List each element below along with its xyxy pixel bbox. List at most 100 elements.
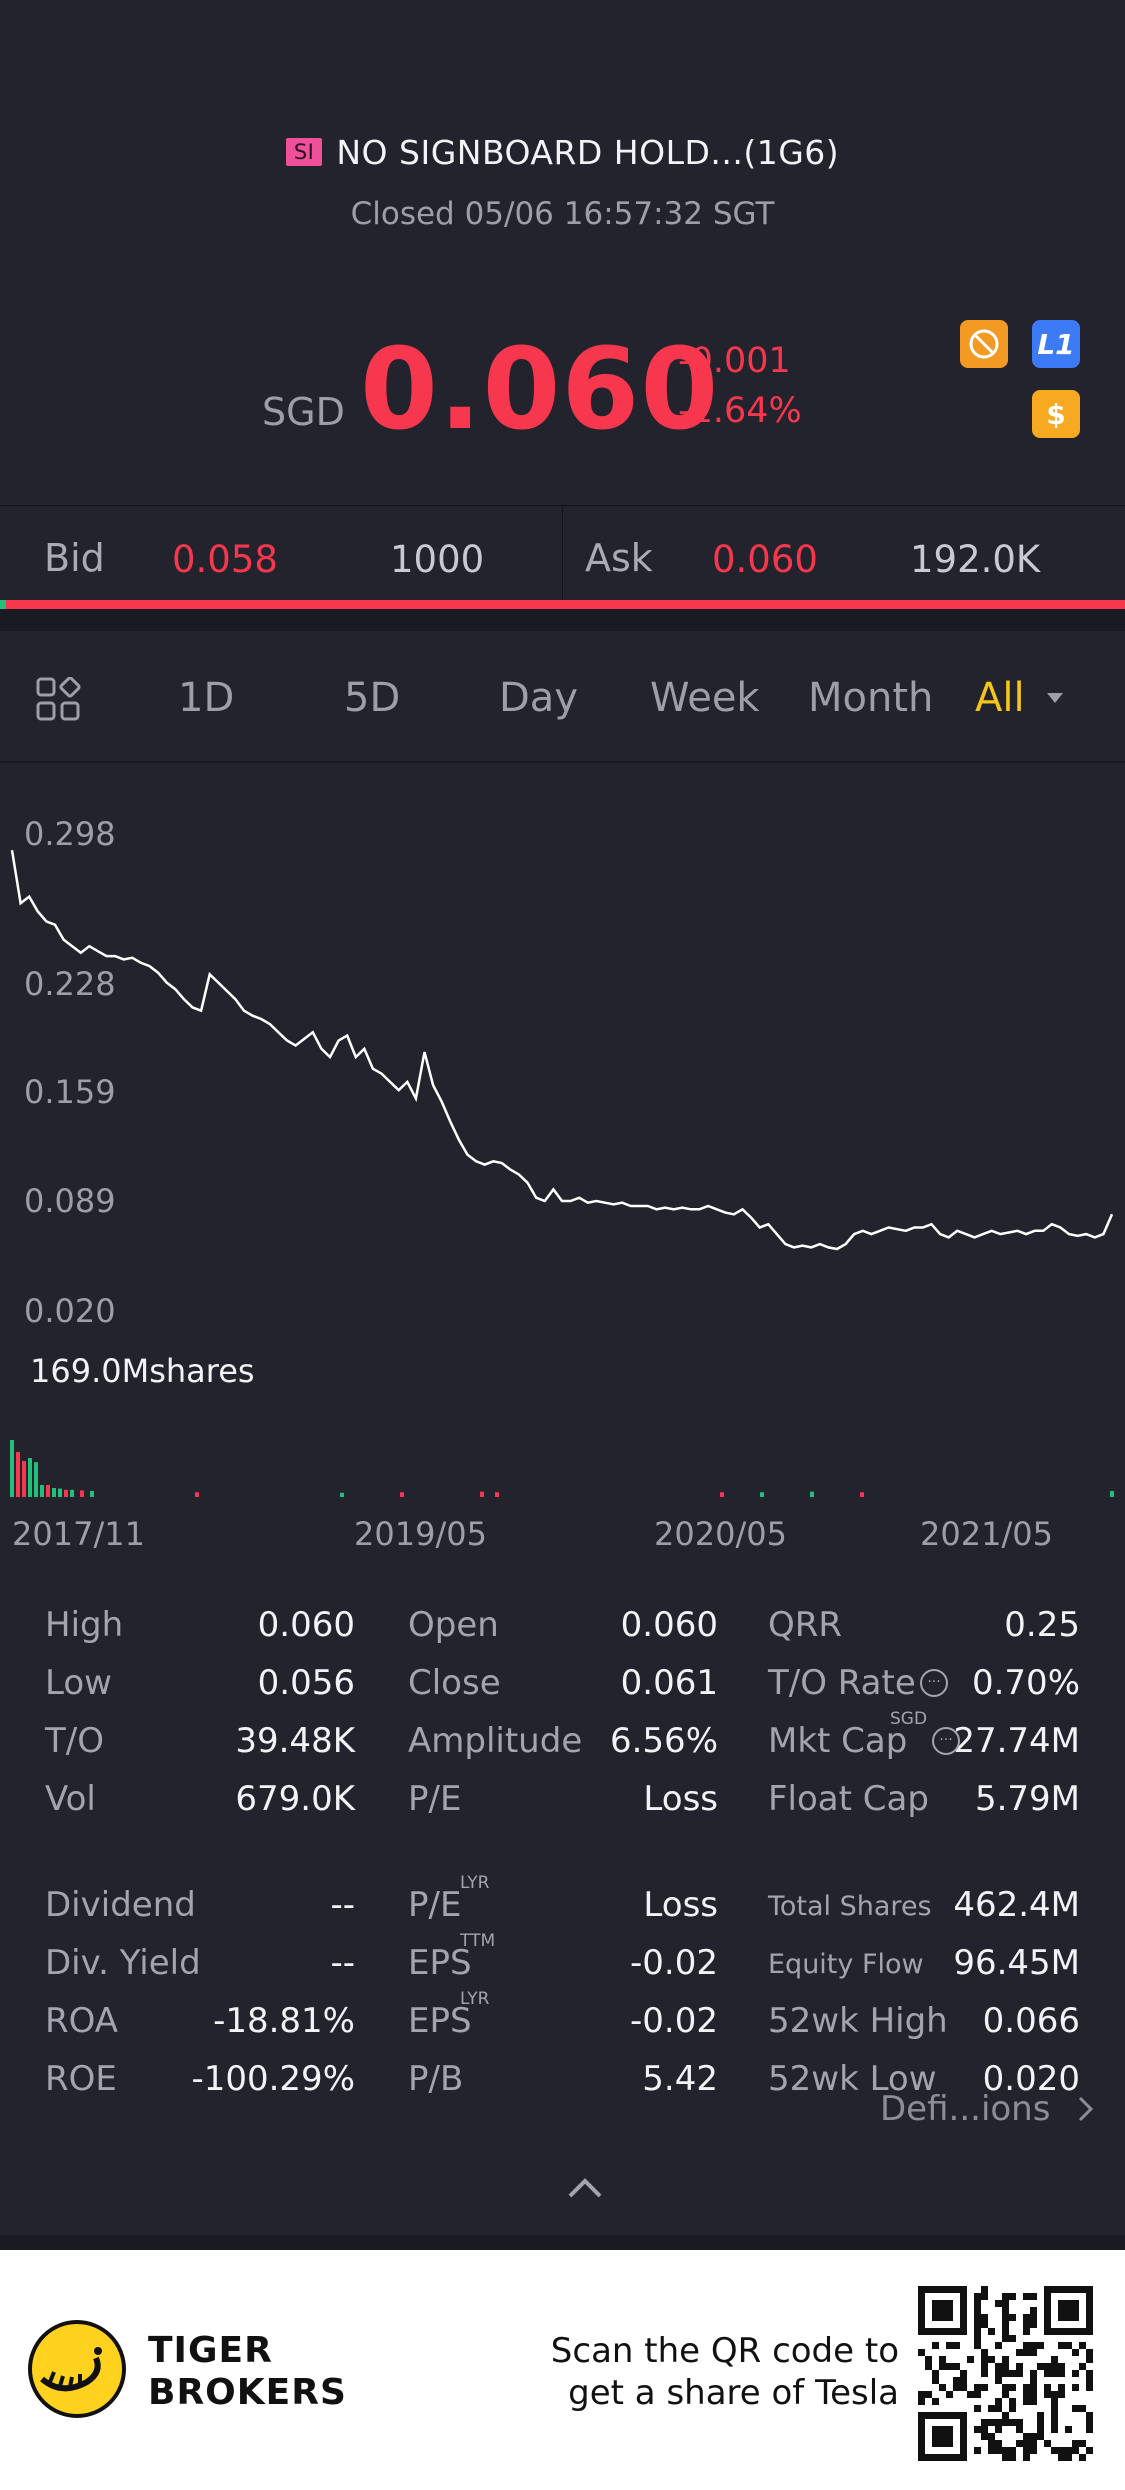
chevron-up-icon[interactable] <box>565 2172 605 2202</box>
dollar-icon[interactable]: $ <box>1032 390 1080 438</box>
bid-ask-bar[interactable]: Bid 0.058 1000 Ask 0.060 192.0K <box>0 505 1125 606</box>
volume-label: 169.0Mshares <box>30 1352 255 1390</box>
y-tick: 0.159 <box>24 1073 116 1111</box>
no-short-icon[interactable] <box>960 320 1008 368</box>
stat-value: 0.056 <box>257 1663 355 1703</box>
stat-value: -- <box>330 1885 355 1925</box>
stat-value: 5.79M <box>974 1779 1080 1819</box>
price-line <box>10 849 1114 1251</box>
volume-bar <box>46 1485 50 1497</box>
ask-size: 192.0K <box>910 538 1041 581</box>
volume-bar <box>495 1492 499 1497</box>
y-tick: 0.020 <box>24 1292 116 1330</box>
layout-grid-icon[interactable] <box>36 677 82 723</box>
qr-code-icon[interactable] <box>918 2286 1093 2461</box>
x-tick: 2017/11 <box>12 1515 145 1553</box>
stat-superscript: LYR <box>460 1873 490 1893</box>
y-tick: 0.089 <box>24 1182 116 1220</box>
tab-week[interactable]: Week <box>650 675 760 721</box>
tab-1d[interactable]: 1D <box>178 675 235 721</box>
last-price: 0.060 <box>360 325 720 455</box>
price-chart[interactable] <box>0 765 1125 1505</box>
volume-bar <box>1110 1491 1114 1497</box>
stat-superscript: TTM <box>460 1931 496 1951</box>
stat-value: 0.061 <box>620 1663 718 1703</box>
level1-icon[interactable]: L1 <box>1032 320 1080 368</box>
chevron-right-icon <box>1079 2096 1094 2122</box>
promo-text: Scan the QR code to get a share of Tesla <box>551 2330 899 2414</box>
stat-label: EPS <box>408 1943 472 1983</box>
volume-bar <box>40 1485 44 1497</box>
stat-label: Equity Flow <box>768 1949 924 1980</box>
volume-bar <box>860 1492 864 1497</box>
stat-superscript: LYR <box>460 1989 490 2009</box>
stat-value: 5.42 <box>642 2059 718 2099</box>
volume-bar <box>400 1492 404 1497</box>
volume-bar <box>64 1489 68 1497</box>
volume-bar <box>480 1491 484 1497</box>
tab-5d[interactable]: 5D <box>344 675 401 721</box>
tab-day[interactable]: Day <box>499 675 578 721</box>
info-icon[interactable]: ··· <box>920 1669 948 1697</box>
ask-label: Ask <box>585 536 653 580</box>
stat-value: Loss <box>643 1779 718 1819</box>
stat-label: Dividend <box>45 1885 196 1925</box>
stat-label: P/B <box>408 2059 464 2099</box>
section-gap <box>0 2235 1125 2250</box>
stat-value: Loss <box>643 1885 718 1925</box>
stat-label: Total Shares <box>768 1891 932 1922</box>
promo-banner[interactable]: TIGER BROKERS Scan the QR code to get a … <box>0 2250 1125 2490</box>
volume-bar <box>22 1461 26 1497</box>
x-tick: 2020/05 <box>654 1515 787 1553</box>
tab-all[interactable]: All <box>975 675 1065 721</box>
tab-month[interactable]: Month <box>808 675 934 721</box>
stat-label: Vol <box>45 1779 96 1819</box>
brand-line-2: BROKERS <box>148 2372 347 2413</box>
stat-value: -0.02 <box>630 1943 718 1983</box>
stat-label: QRR <box>768 1605 843 1645</box>
stat-label: 52wk High <box>768 2001 948 2041</box>
stat-value: 679.0K <box>235 1779 355 1819</box>
brand-line-1: TIGER <box>148 2330 273 2371</box>
stat-value: 6.56% <box>609 1721 718 1761</box>
stat-label: High <box>45 1605 124 1645</box>
promo-line-1: Scan the QR code to <box>550 2331 899 2371</box>
stat-value: 96.45M <box>953 1943 1080 1983</box>
stat-label: ROA <box>45 2001 119 2041</box>
change-value: -0.001 <box>678 341 791 381</box>
stat-label: EPS <box>408 2001 472 2041</box>
volume-chart <box>10 1440 1114 1497</box>
ask-price: 0.060 <box>712 538 818 581</box>
stat-label: Amplitude <box>408 1721 583 1761</box>
tiger-logo-icon <box>28 2320 126 2418</box>
y-tick: 0.298 <box>24 815 116 853</box>
stat-label: P/E <box>408 1885 462 1925</box>
x-tick: 2019/05 <box>354 1515 487 1553</box>
stock-title[interactable]: SI NO SIGNBOARD HOLD...(1G6) <box>0 133 1125 172</box>
stat-value: 39.48K <box>235 1721 355 1761</box>
stat-value: -18.81% <box>213 2001 355 2041</box>
stat-label: Float Cap <box>768 1779 929 1819</box>
stat-value: 0.060 <box>257 1605 355 1645</box>
stat-label: Div. Yield <box>45 1943 201 1983</box>
stat-label: Mkt Cap <box>768 1721 908 1761</box>
volume-bar <box>340 1492 344 1497</box>
market-status: Closed 05/06 16:57:32 SGT <box>350 196 775 232</box>
stat-value: 462.4M <box>953 1885 1080 1925</box>
stat-label: T/O <box>45 1721 104 1761</box>
tab-all-label: All <box>975 675 1025 721</box>
info-icon[interactable]: ··· <box>932 1727 960 1755</box>
stat-value: 0.25 <box>1004 1605 1080 1645</box>
stat-value: 0.70% <box>971 1663 1080 1703</box>
volume-bar <box>52 1488 56 1497</box>
stat-value: 0.060 <box>620 1605 718 1645</box>
stat-value: -- <box>330 1943 355 1983</box>
definitions-link[interactable]: Defi...ions <box>880 2089 1095 2129</box>
bid-size: 1000 <box>390 538 485 581</box>
definitions-label: Defi...ions <box>880 2089 1051 2129</box>
currency-label: SGD <box>262 390 345 434</box>
volume-bar <box>810 1491 814 1497</box>
price-change: -0.001 -1.64% <box>678 336 802 436</box>
promo-line-2: get a share of Tesla <box>568 2373 899 2413</box>
stat-value: 0.066 <box>982 2001 1080 2041</box>
